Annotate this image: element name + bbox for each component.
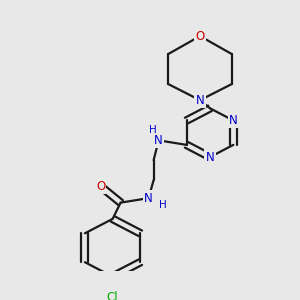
Text: N: N [229, 114, 238, 127]
Text: O: O [96, 180, 105, 193]
Text: Cl: Cl [107, 291, 118, 300]
Text: N: N [196, 94, 204, 107]
Text: O: O [195, 30, 205, 43]
Text: H: H [149, 124, 157, 134]
Text: N: N [144, 192, 153, 205]
Text: H: H [159, 200, 167, 210]
Text: N: N [154, 134, 163, 147]
Text: N: N [206, 151, 214, 164]
